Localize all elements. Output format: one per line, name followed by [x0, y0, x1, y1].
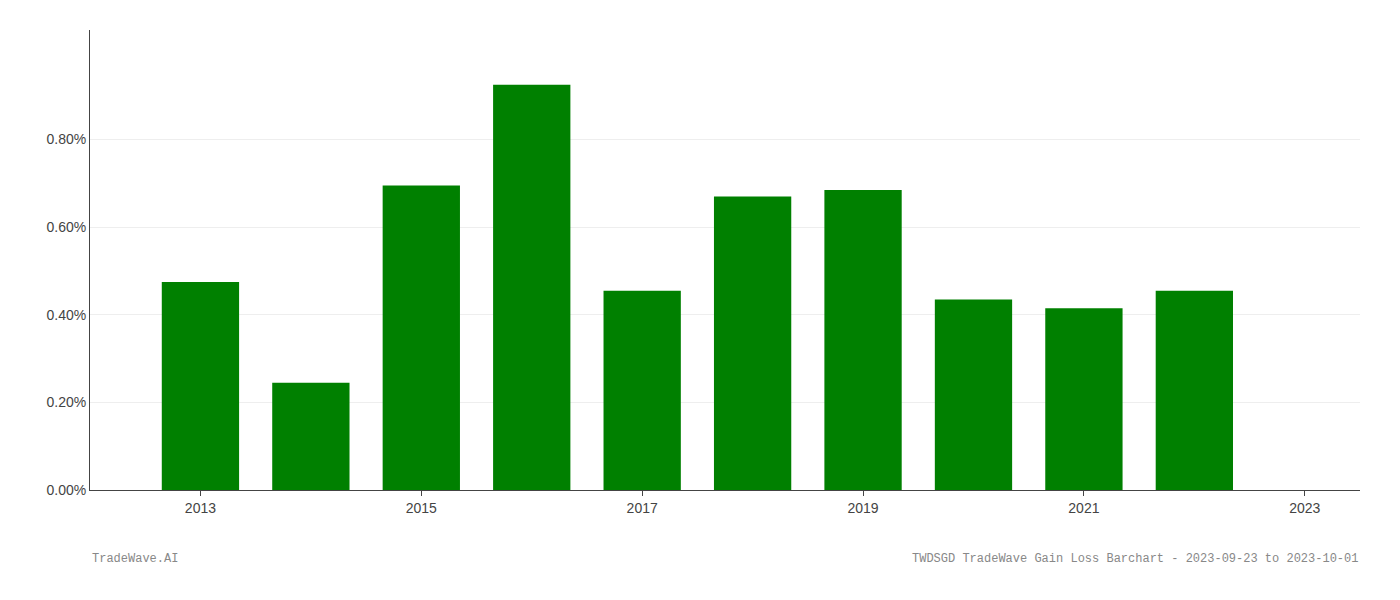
- svg-text:2021: 2021: [1068, 500, 1099, 516]
- svg-text:2015: 2015: [406, 500, 437, 516]
- svg-text:0.40%: 0.40%: [46, 307, 86, 323]
- svg-text:0.00%: 0.00%: [46, 482, 86, 498]
- svg-text:2019: 2019: [847, 500, 878, 516]
- svg-text:2023: 2023: [1289, 500, 1320, 516]
- svg-text:0.80%: 0.80%: [46, 131, 86, 147]
- svg-text:2013: 2013: [185, 500, 216, 516]
- svg-text:TradeWave.AI: TradeWave.AI: [92, 552, 178, 566]
- svg-text:0.20%: 0.20%: [46, 394, 86, 410]
- svg-text:TWDSGD TradeWave Gain Loss Bar: TWDSGD TradeWave Gain Loss Barchart - 20…: [912, 552, 1358, 566]
- svg-text:2017: 2017: [627, 500, 658, 516]
- svg-text:0.60%: 0.60%: [46, 219, 86, 235]
